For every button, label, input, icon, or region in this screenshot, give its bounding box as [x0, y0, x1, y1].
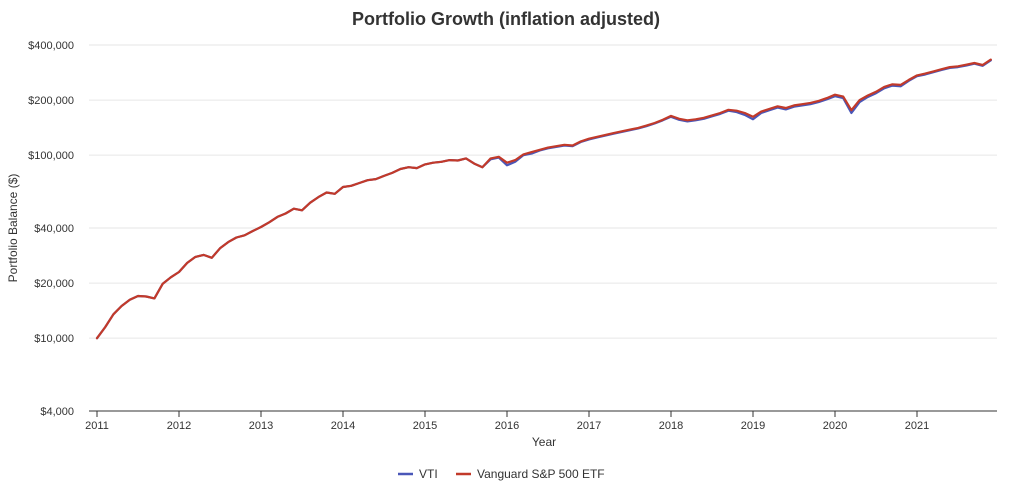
axes-layer: $4,000 $10,000 $20,000 $40,000 $100,000 $200,… — [28, 40, 997, 432]
y-tick-label: $4,000 — [40, 406, 74, 418]
series-line-vanguard-sp500-etf[interactable] — [95, 58, 992, 340]
legend-label: Vanguard S&P 500 ETF — [477, 467, 605, 481]
x-tick-label: 2017 — [577, 420, 601, 432]
x-tick-label: 2020 — [823, 420, 847, 432]
x-tick-label: 2012 — [167, 420, 191, 432]
grid-layer — [89, 44, 997, 412]
x-tick-label: 2021 — [905, 420, 929, 432]
legend-label: VTI — [419, 467, 438, 481]
x-tick-label: 2011 — [85, 420, 109, 432]
legend-item-vti[interactable]: VTI — [398, 467, 438, 481]
y-tick-label: $200,000 — [28, 95, 74, 107]
y-tick-label: $100,000 — [28, 150, 74, 162]
y-tick-label: $20,000 — [34, 278, 74, 290]
legend-item-vanguard-sp500-etf[interactable]: Vanguard S&P 500 ETF — [456, 467, 605, 481]
x-tick-label: 2018 — [659, 420, 683, 432]
series-layer — [95, 58, 992, 340]
x-axis-title: Year — [532, 435, 556, 449]
x-tick-label: 2013 — [249, 420, 273, 432]
x-tick-label: 2019 — [741, 420, 765, 432]
x-tick-label: 2015 — [413, 420, 437, 432]
y-tick-label: $40,000 — [34, 223, 74, 235]
chart-title: Portfolio Growth (inflation adjusted) — [352, 9, 660, 29]
x-tick-label: 2016 — [495, 420, 519, 432]
y-axis-title: Portfolio Balance ($) — [6, 174, 20, 283]
x-tick-label: 2014 — [331, 420, 355, 432]
y-tick-label: $10,000 — [34, 333, 74, 345]
legend[interactable]: VTI Vanguard S&P 500 ETF — [398, 467, 605, 481]
y-tick-label: $400,000 — [28, 40, 74, 52]
